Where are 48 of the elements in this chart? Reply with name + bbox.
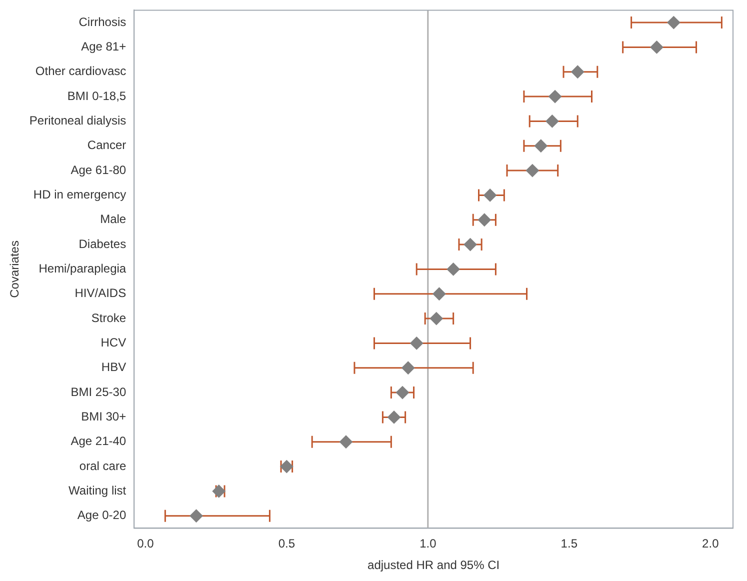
x-tick-label: 1.0 [420, 536, 437, 551]
y-tick-label: Male [100, 212, 126, 226]
y-tick-label: BMI 0-18,5 [67, 88, 126, 103]
x-tick-label: 0.5 [278, 536, 296, 551]
y-tick-label: Age 81+ [81, 40, 126, 54]
point [548, 90, 562, 104]
point [446, 262, 460, 276]
point [190, 509, 203, 522]
y-tick-label: oral care [79, 458, 126, 473]
point [402, 361, 415, 374]
y-tick-label: HBV [101, 360, 126, 374]
y-tick-label: Cirrhosis [78, 14, 126, 29]
y-tick-label: Peritoneal dialysis [29, 114, 126, 128]
x-axis-title: adjusted HR and 95% CI [368, 558, 500, 572]
point [430, 312, 443, 326]
point [464, 238, 477, 252]
y-tick-label: Other cardiovasc [35, 64, 126, 78]
y-tick-label: Diabetes [78, 236, 126, 251]
point [667, 16, 680, 30]
y-tick-label: Age 61-80 [70, 162, 126, 177]
y-tick-label: HIV/AIDS [74, 286, 126, 300]
point [432, 287, 446, 300]
y-tick-label: Age 0-20 [77, 508, 126, 522]
y-tick-label: BMI 25-30 [70, 384, 126, 399]
point [526, 164, 539, 178]
y-tick-label: BMI 30+ [81, 410, 126, 424]
point [546, 114, 559, 128]
y-tick-label: HD in emergency [33, 188, 126, 202]
y-tick-label: Age 21-40 [70, 434, 126, 448]
point [650, 40, 664, 54]
point [410, 336, 424, 350]
x-tick-label: 2.0 [702, 536, 720, 551]
point [339, 435, 352, 448]
y-tick-label: Cancer [87, 138, 126, 152]
y-tick-label: HCV [100, 336, 126, 350]
x-tick-label: 1.5 [560, 536, 578, 551]
point [396, 386, 409, 400]
x-tick-label: 0.0 [137, 536, 154, 551]
y-tick-label: Hemi/paraplegia [38, 262, 126, 276]
point [478, 213, 491, 226]
point [212, 484, 226, 498]
point [388, 410, 401, 424]
y-axis-title: Covariates [8, 240, 22, 298]
y-tick-label: Waiting list [68, 484, 127, 498]
point [534, 139, 548, 152]
y-tick-label: Stroke [91, 310, 126, 325]
point [571, 65, 584, 78]
point [484, 188, 497, 202]
